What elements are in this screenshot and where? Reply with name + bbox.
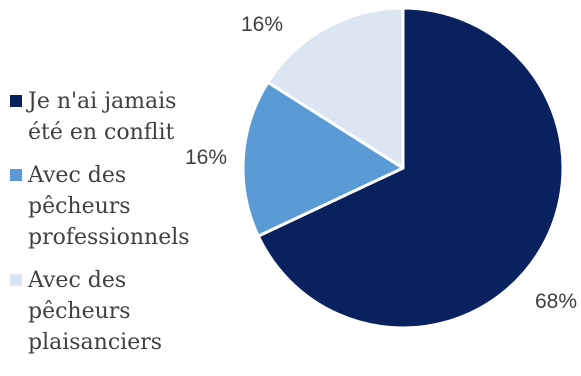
legend-swatch-recreational bbox=[10, 274, 22, 286]
pie-slice-1 bbox=[241, 80, 405, 238]
data-label-1: 16% bbox=[185, 146, 227, 169]
legend-label: Je n'ai jamais été en conflit bbox=[28, 89, 177, 145]
legend: Je n'ai jamais été en conflit Avec des p… bbox=[8, 86, 223, 370]
legend-item: Avec des pêcheurs plaisanciers bbox=[8, 265, 223, 358]
pie-slice-2 bbox=[266, 6, 405, 170]
data-label-0: 68% bbox=[535, 290, 577, 313]
data-label-2: 16% bbox=[241, 13, 283, 36]
legend-swatch-conflict-none bbox=[10, 95, 22, 107]
pie-slice-0 bbox=[256, 6, 565, 330]
legend-label: Avec des pêcheurs plaisanciers bbox=[28, 268, 163, 355]
legend-swatch-professionals bbox=[10, 169, 22, 181]
legend-item: Je n'ai jamais été en conflit bbox=[8, 86, 223, 148]
legend-item: Avec des pêcheurs professionnels bbox=[8, 160, 223, 253]
legend-label: Avec des pêcheurs professionnels bbox=[28, 163, 190, 250]
